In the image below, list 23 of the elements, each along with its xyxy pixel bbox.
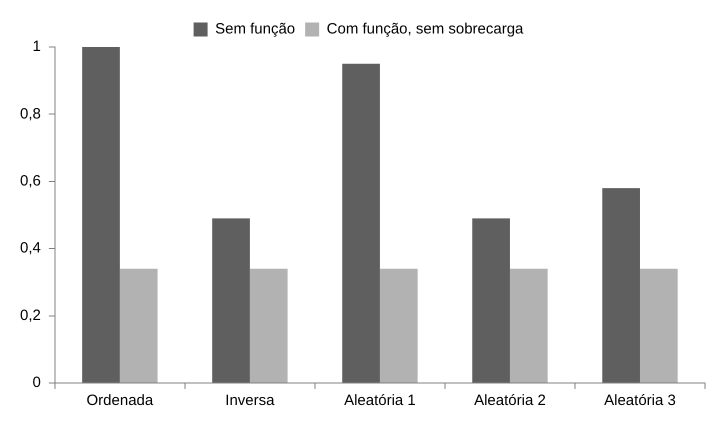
y-tick-label: 0,4 (20, 240, 41, 257)
legend-label: Sem função (215, 20, 296, 38)
bar (380, 268, 418, 382)
bar (472, 218, 510, 382)
x-tick-label: Aleatória 1 (344, 392, 416, 410)
legend-label: Com função, sem sobrecarga (326, 20, 524, 38)
x-tick-label: Inversa (225, 392, 276, 410)
bar (82, 47, 120, 382)
x-tick-label: Aleatória 2 (474, 392, 546, 410)
bar (640, 268, 678, 382)
x-tick-label: Aleatória 3 (604, 392, 676, 410)
bar (250, 268, 288, 382)
y-tick-label: 0,2 (20, 306, 41, 324)
y-tick-label: 0 (32, 374, 41, 392)
bar (342, 64, 380, 382)
x-tick-label: Ordenada (86, 392, 154, 410)
y-tick-label: 0,6 (20, 172, 41, 190)
y-tick-label: 1 (32, 38, 41, 56)
bar (212, 218, 250, 382)
bar (120, 268, 158, 382)
bar (510, 268, 548, 382)
bar (602, 188, 640, 382)
y-tick-label: 0,8 (20, 105, 41, 122)
